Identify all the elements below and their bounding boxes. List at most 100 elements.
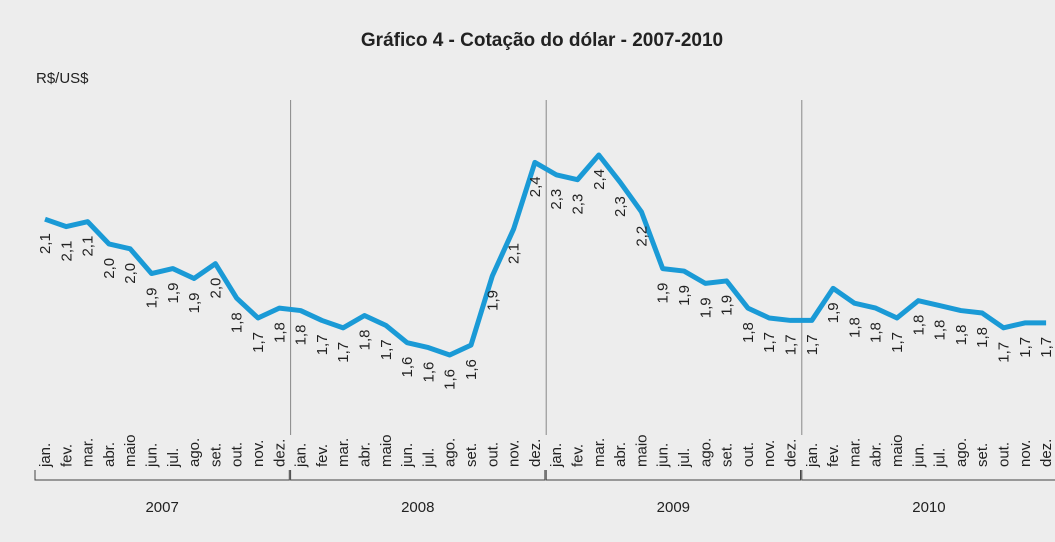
x-tick-label: mar.: [591, 438, 608, 467]
data-label: 1,7: [250, 332, 267, 353]
x-tick-label: abr.: [101, 442, 118, 467]
x-tick-label: jul.: [676, 448, 693, 468]
data-label: 1,6: [399, 357, 416, 378]
year-bracket: [34, 470, 290, 481]
x-tick-label: nov.: [506, 440, 523, 467]
data-label: 1,8: [293, 325, 310, 346]
x-tick-label: fev.: [825, 444, 842, 467]
data-label: 1,7: [996, 342, 1013, 363]
data-label: 2,0: [122, 263, 139, 284]
data-label: 2,1: [80, 236, 97, 257]
x-tick-label: ago.: [442, 438, 459, 467]
data-label: 2,1: [506, 243, 523, 264]
data-label: 1,7: [378, 339, 395, 360]
x-tick-label: abr.: [612, 442, 629, 467]
x-tick-label: jul.: [420, 448, 437, 468]
x-tick-label: mar.: [80, 438, 97, 467]
x-tick-label: dez.: [1038, 439, 1055, 467]
data-label: 1,7: [1038, 337, 1055, 358]
data-label: 2,3: [612, 196, 629, 217]
x-tick-label: jul.: [932, 448, 949, 468]
data-label: 1,8: [229, 312, 246, 333]
data-label: 1,7: [761, 332, 778, 353]
x-tick-label: ago.: [186, 438, 203, 467]
y-axis-label: R$/US$: [36, 70, 89, 87]
data-label: 1,9: [165, 283, 182, 304]
x-tick-label: jan.: [37, 443, 54, 468]
data-label: 1,8: [357, 329, 374, 350]
x-tick-label: dez.: [527, 439, 544, 467]
data-label: 1,9: [825, 302, 842, 323]
data-label: 1,9: [186, 292, 203, 313]
x-tick-label: ago.: [953, 438, 970, 467]
x-tick-label: jan.: [548, 443, 565, 468]
data-label: 2,4: [591, 169, 608, 190]
x-tick-label: out.: [996, 442, 1013, 467]
year-bracket: [801, 470, 1055, 481]
data-label: 1,7: [314, 334, 331, 355]
x-tick-label: set.: [974, 443, 991, 467]
data-label: 2,4: [527, 176, 544, 197]
year-bracket: [290, 470, 546, 481]
x-tick-label: out.: [740, 442, 757, 467]
x-tick-label: jun.: [144, 443, 161, 468]
data-label: 2,1: [58, 241, 75, 262]
data-label: 1,9: [484, 290, 501, 311]
x-tick-label: maio: [633, 434, 650, 467]
x-tick-label: jun.: [910, 443, 927, 468]
year-label: 2009: [657, 499, 690, 516]
year-label: 2007: [145, 499, 178, 516]
data-label: 2,2: [633, 226, 650, 247]
data-label: 1,8: [953, 325, 970, 346]
x-tick-label: maio: [122, 434, 139, 467]
x-tick-label: jan.: [804, 443, 821, 468]
data-label: 2,0: [207, 278, 224, 299]
x-tick-label: abr.: [868, 442, 885, 467]
x-tick-label: set.: [719, 443, 736, 467]
x-tick-label: jan.: [293, 443, 310, 468]
data-label: 2,1: [37, 233, 54, 254]
x-tick-label: abr.: [357, 442, 374, 467]
data-label: 2,0: [101, 258, 118, 279]
x-tick-label: fev.: [570, 444, 587, 467]
data-label: 1,8: [868, 322, 885, 343]
x-tick-label: mar.: [335, 438, 352, 467]
data-label: 1,9: [697, 297, 714, 318]
data-label: 2,3: [548, 189, 565, 210]
x-tick-label: ago.: [697, 438, 714, 467]
data-label: 1,9: [144, 288, 161, 309]
data-label: 1,8: [974, 327, 991, 348]
x-tick-label: fev.: [314, 444, 331, 467]
x-tick-label: maio: [889, 434, 906, 467]
chart-title: Gráfico 4 - Cotação do dólar - 2007-2010: [361, 30, 723, 51]
x-tick-label: jun.: [399, 443, 416, 468]
data-label: 1,6: [442, 369, 459, 390]
x-tick-label: jul.: [165, 448, 182, 468]
data-label: 1,9: [719, 295, 736, 316]
data-label: 1,7: [335, 342, 352, 363]
data-label: 1,8: [846, 317, 863, 338]
year-bracket: [545, 470, 801, 481]
x-tick-label: mar.: [846, 438, 863, 467]
x-tick-label: fev.: [58, 444, 75, 467]
x-tick-label: set.: [463, 443, 480, 467]
x-tick-label: nov.: [250, 440, 267, 467]
data-label: 1,7: [889, 332, 906, 353]
data-label: 1,8: [910, 315, 927, 336]
line: [44, 152, 1047, 358]
data-label: 1,8: [932, 320, 949, 341]
x-tick-label: set.: [207, 443, 224, 467]
x-tick-label: jun.: [655, 443, 672, 468]
x-tick-label: dez.: [783, 439, 800, 467]
x-tick-label: maio: [378, 434, 395, 467]
data-label: 1,6: [420, 362, 437, 383]
x-tick-label: dez.: [271, 439, 288, 467]
year-label: 2010: [912, 499, 945, 516]
year-label: 2008: [401, 499, 434, 516]
data-label: 1,7: [783, 334, 800, 355]
data-label: 1,8: [740, 322, 757, 343]
x-tick-label: out.: [484, 442, 501, 467]
data-label: 1,8: [271, 322, 288, 343]
data-label: 1,9: [655, 283, 672, 304]
